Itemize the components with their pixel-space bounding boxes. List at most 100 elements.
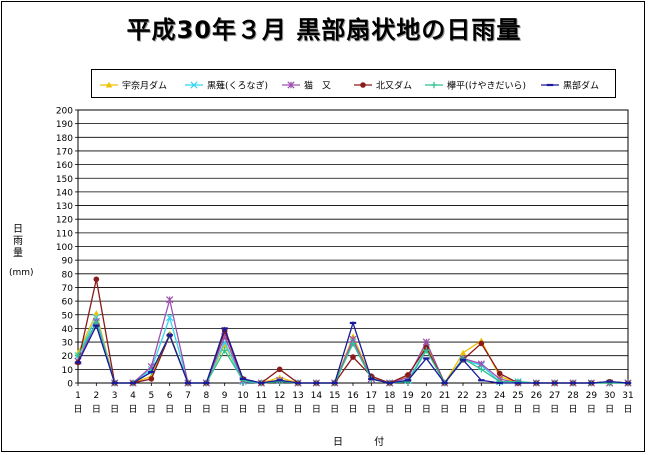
- x-tick-label: 4: [130, 391, 136, 401]
- x-tick-label: 11: [256, 391, 267, 401]
- x-tick-label: 5: [148, 391, 154, 401]
- x-tick-suffix: 日: [275, 404, 284, 415]
- x-tick-suffix: 日: [73, 404, 82, 415]
- legend-label: 北又ダム: [376, 80, 412, 92]
- data-point: [276, 366, 283, 373]
- series-6: [74, 320, 632, 385]
- x-tick-label: 21: [439, 391, 450, 401]
- data-point: [221, 347, 228, 354]
- x-tick-label: 6: [167, 391, 173, 401]
- legend-item-6: 黒部ダム: [541, 80, 599, 92]
- x-tick-suffix: 日: [458, 404, 467, 415]
- data-point: [74, 352, 82, 359]
- x-tick-suffix: 日: [367, 404, 376, 415]
- data-point: [148, 376, 155, 382]
- legend-label: 猫 又: [304, 80, 331, 92]
- x-tick-label: 12: [274, 391, 285, 401]
- x-tick-suffix: 日: [128, 404, 137, 415]
- data-point: [478, 366, 485, 373]
- y-tick-label: 200: [56, 107, 73, 117]
- y-tick-label: 160: [56, 161, 73, 171]
- x-tick-suffix: 日: [422, 404, 431, 415]
- x-tick-label: 1: [75, 391, 81, 401]
- legend-item-2: 黒薙(くろなぎ): [185, 80, 268, 92]
- y-tick-label: 0: [67, 380, 73, 390]
- x-tick-suffix: 日: [257, 404, 266, 415]
- x-tick-suffix: 日: [147, 404, 156, 415]
- x-tick-suffix: 日: [348, 404, 357, 415]
- x-tick-label: 3: [112, 391, 118, 401]
- y-tick-label: 110: [56, 229, 73, 239]
- x-tick-suffix: 日: [550, 404, 559, 415]
- x-tick-suffix: 日: [568, 404, 577, 415]
- x-tick-label: 19: [402, 391, 414, 401]
- x-tick-suffix: 日: [532, 404, 541, 415]
- legend-marker: [360, 82, 366, 88]
- legend-label: 黒部ダム: [563, 80, 599, 92]
- x-tick-suffix: 日: [92, 404, 101, 415]
- legend-item-4: 北又ダム: [354, 80, 412, 92]
- y-tick-label: 20: [62, 352, 74, 362]
- legend-marker: [430, 81, 438, 89]
- data-point: [423, 347, 430, 354]
- x-tick-label: 24: [494, 391, 506, 401]
- x-tick-suffix: 日: [238, 404, 247, 415]
- x-tick-suffix: 日: [183, 404, 192, 415]
- legend-label: 宇奈月ダム: [122, 80, 167, 92]
- y-tick-label: 120: [56, 216, 73, 226]
- x-tick-suffix: 日: [385, 404, 394, 415]
- x-tick-label: 17: [366, 391, 377, 401]
- data-point: [93, 276, 100, 283]
- x-tick-label: 14: [311, 391, 323, 401]
- y-tick-label: 50: [62, 311, 74, 321]
- x-tick-suffix: 日: [110, 404, 119, 415]
- legend-item-3: 猫 又: [282, 80, 331, 92]
- x-tick-label: 2: [93, 391, 99, 401]
- y-tick-label: 150: [56, 175, 73, 185]
- y-tick-label: 70: [62, 284, 74, 294]
- x-tick-suffix: 日: [495, 404, 504, 415]
- x-tick-label: 10: [237, 391, 249, 401]
- data-point: [350, 354, 356, 360]
- data-point: [221, 338, 229, 346]
- x-axis-label: 日 付: [333, 437, 399, 448]
- y-tick-label: 40: [62, 325, 74, 335]
- data-point: [405, 372, 411, 378]
- x-tick-suffix: 日: [165, 404, 174, 415]
- legend-item-5: 欅平(けやきだいら): [425, 81, 526, 92]
- x-tick-suffix: 日: [440, 404, 449, 415]
- x-tick-label: 9: [222, 391, 228, 401]
- legend-label: 黒薙(くろなぎ): [207, 80, 268, 92]
- y-tick-label: 90: [62, 257, 74, 267]
- data-point: [93, 310, 100, 316]
- data-point: [422, 338, 430, 346]
- x-tick-suffix: 日: [587, 404, 596, 415]
- x-tick-label: 31: [622, 391, 633, 401]
- legend-marker: [190, 81, 198, 89]
- x-tick-label: 28: [567, 391, 579, 401]
- y-axis: 0 10 20 30 40 50 60 70 80 90 100 110 120 130 140 150 160…: [56, 107, 628, 390]
- x-tick-suffix: 日: [312, 404, 321, 415]
- data-point: [166, 296, 174, 304]
- legend-label: 欅平(けやきだいら): [447, 81, 526, 92]
- legend-marker: [287, 81, 295, 89]
- x-tick-suffix: 日: [513, 404, 522, 415]
- y-tick-label: 140: [56, 188, 73, 198]
- y-tick-label: 170: [56, 147, 73, 157]
- x-tick-label: 25: [512, 391, 523, 401]
- x-tick-label: 22: [457, 391, 468, 401]
- y-tick-label: 30: [62, 339, 74, 349]
- data-point: [477, 360, 485, 368]
- y-tick-label: 190: [56, 120, 73, 130]
- x-tick-label: 8: [203, 391, 209, 401]
- y-axis-unit: (mm): [9, 268, 34, 278]
- x-tick-suffix: 日: [605, 404, 614, 415]
- x-tick-label: 20: [421, 391, 433, 401]
- legend-marker: [105, 81, 113, 88]
- x-tick-label: 18: [384, 391, 396, 401]
- x-tick-suffix: 日: [623, 404, 632, 415]
- data-point: [478, 340, 485, 347]
- data-point: [349, 340, 357, 347]
- x-tick-label: 16: [347, 391, 359, 401]
- x-tick-suffix: 日: [330, 404, 339, 415]
